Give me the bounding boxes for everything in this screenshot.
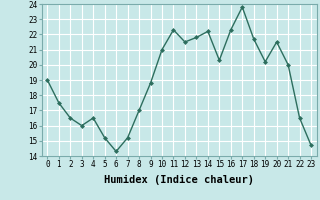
X-axis label: Humidex (Indice chaleur): Humidex (Indice chaleur) bbox=[104, 175, 254, 185]
